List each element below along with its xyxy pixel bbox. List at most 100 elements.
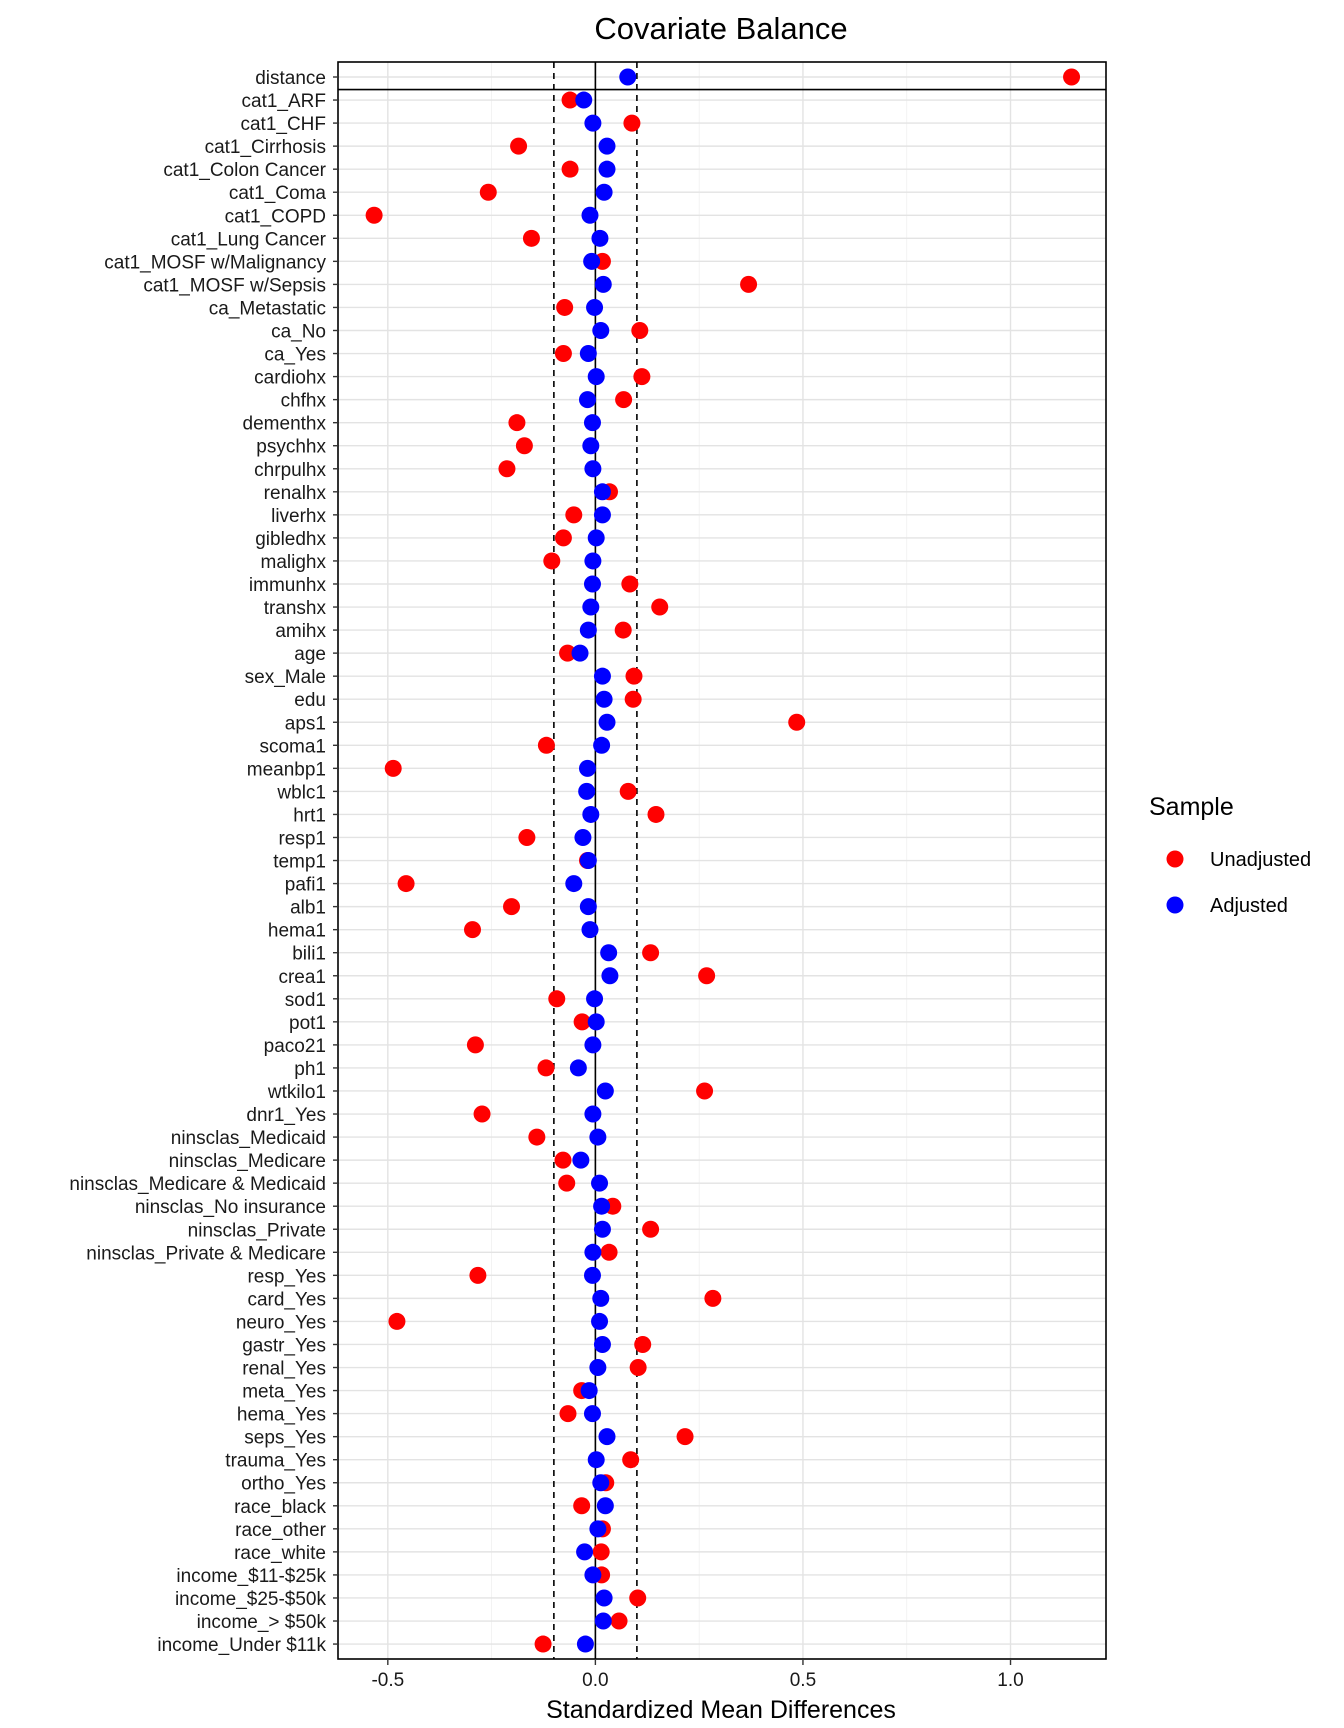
y-tick-label: wblc1 [276,782,326,803]
data-point-unadjusted [365,206,383,224]
series-adjusted [565,68,637,1653]
data-point-unadjusted [698,967,716,985]
x-tick-label: 0.0 [582,1670,608,1691]
data-point-unadjusted [619,782,637,800]
data-point-unadjusted [621,575,639,593]
y-tick-label: income_$25-$50k [175,1589,327,1610]
data-point-adjusted [587,368,605,386]
y-tick-label: temp1 [273,852,326,873]
data-point-unadjusted [633,368,651,386]
data-point-adjusted [579,621,597,639]
y-tick-label: cat1_Lung Cancer [171,229,327,250]
data-point-unadjusted [464,921,482,939]
data-point-adjusted [591,1312,609,1330]
x-tick-label: 0.5 [790,1670,816,1691]
data-point-unadjusted [554,1151,572,1169]
data-point-unadjusted [548,990,566,1008]
data-point-unadjusted [647,805,665,823]
y-tick-label: race_black [234,1497,326,1518]
y-tick-label: ninsclas_Medicaid [171,1128,326,1149]
data-point-adjusted [583,575,601,593]
y-tick-label: cardiohx [254,368,326,389]
data-point-adjusted [565,875,583,893]
y-tick-label: alb1 [290,898,326,919]
data-point-adjusted [576,1543,594,1561]
data-point-unadjusted [631,321,649,339]
y-tick-label: transhx [264,598,327,619]
data-point-unadjusted [625,667,643,685]
data-point-unadjusted [466,1036,484,1054]
data-point-unadjusted [522,229,540,247]
data-point-adjusted [598,137,616,155]
data-point-unadjusted [469,1266,487,1284]
legend: Sample Unadjusted Adjusted [1149,793,1311,917]
data-point-adjusted [571,644,589,662]
data-point-unadjusted [510,137,528,155]
data-point-adjusted [619,68,637,86]
data-point-adjusted [583,414,601,432]
y-tick-label: age [294,644,326,665]
data-point-unadjusted [537,736,555,754]
data-point-adjusted [582,598,600,616]
data-point-adjusted [581,206,599,224]
data-point-adjusted [576,1635,594,1653]
data-point-adjusted [582,805,600,823]
y-tick-label: chfhx [281,391,327,412]
data-point-adjusted [589,1359,607,1377]
data-point-adjusted [579,898,597,916]
data-point-adjusted [584,1566,602,1584]
y-tick-label: gibledhx [255,529,326,550]
y-tick-label: cat1_MOSF w/Malignancy [104,252,326,273]
data-point-adjusted [596,1082,614,1100]
data-point-adjusted [591,1174,609,1192]
data-point-unadjusted [573,1013,591,1031]
data-point-adjusted [593,506,611,524]
y-tick-label: income_Under $11k [157,1635,326,1656]
y-tick-label: ortho_Yes [241,1474,326,1495]
data-point-adjusted [586,298,604,316]
data-point-adjusted [592,321,610,339]
data-point-unadjusted [651,598,669,616]
data-point-unadjusted [622,1451,640,1469]
data-point-adjusted [595,183,613,201]
data-point-adjusted [587,1013,605,1031]
data-point-adjusted [593,1197,611,1215]
data-point-adjusted [598,713,616,731]
data-point-unadjusted [614,621,632,639]
legend-key-unadjusted [1166,850,1184,868]
data-point-unadjusted [537,1059,555,1077]
y-tick-label: liverhx [271,506,326,527]
y-tick-label: cat1_ARF [242,91,326,112]
data-point-adjusted [600,944,618,962]
data-point-adjusted [593,736,611,754]
data-point-adjusted [595,1589,613,1607]
data-point-unadjusted [642,1220,660,1238]
data-point-unadjusted [573,1497,591,1515]
y-tick-label: dnr1_Yes [246,1105,326,1126]
y-tick-label: meanbp1 [247,759,326,780]
data-point-unadjusted [508,414,526,432]
data-point-adjusted [594,275,612,293]
y-tick-label: card_Yes [247,1289,326,1310]
data-point-unadjusted [503,898,521,916]
y-tick-label: ninsclas_Private & Medicare [86,1243,326,1264]
y-tick-label: cat1_MOSF w/Sepsis [143,275,326,296]
y-tick-label: cat1_COPD [225,206,326,227]
y-tick-label: chrpulhx [254,460,326,481]
data-point-unadjusted [788,713,806,731]
y-tick-label: ph1 [294,1059,326,1080]
data-point-unadjusted [388,1312,406,1330]
data-point-unadjusted [558,1174,576,1192]
data-point-unadjusted [534,1635,552,1653]
y-tick-label: crea1 [278,967,326,988]
data-point-unadjusted [592,1543,610,1561]
y-tick-label: ca_No [271,321,326,342]
data-point-unadjusted [615,391,633,409]
data-point-unadjusted [696,1082,714,1100]
data-point-adjusted [583,252,601,270]
data-point-unadjusted [565,506,583,524]
y-tick-label: gastr_Yes [242,1335,326,1356]
y-tick-label: neuro_Yes [236,1312,326,1333]
y-tick-label: sex_Male [245,667,326,688]
